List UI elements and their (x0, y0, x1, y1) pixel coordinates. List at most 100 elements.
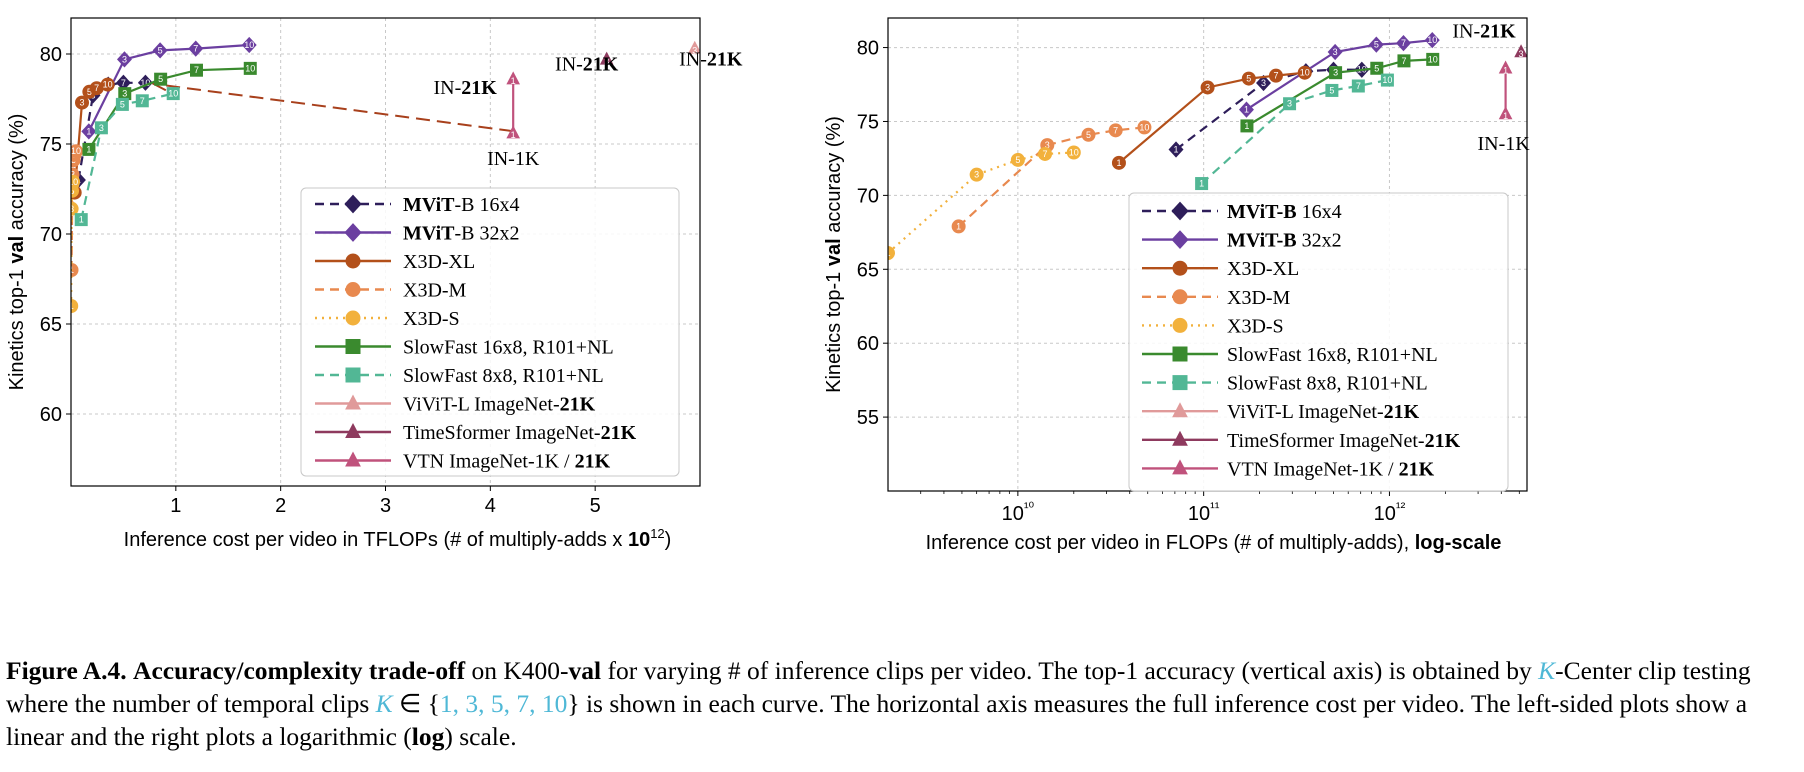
data-point (1514, 44, 1527, 58)
point-label: 3 (1045, 140, 1050, 150)
legend-entry: VTN ImageNet-1K / 21K (1142, 458, 1435, 480)
series-timesformer-imagenet-21k: 3 (1514, 44, 1527, 59)
point-label: 10 (68, 177, 78, 187)
data-point (1108, 123, 1123, 138)
annotation-suffix: 21K (583, 53, 619, 75)
point-label: 1 (1174, 145, 1179, 155)
data-point (94, 121, 108, 135)
caption-label: Figure A.4. (6, 656, 127, 685)
point-label: 10 (1139, 122, 1149, 132)
point-label: 10 (244, 40, 254, 50)
data-point (71, 263, 79, 277)
legend-label-part: MViT (403, 194, 455, 216)
point-label: 10 (1382, 75, 1392, 85)
legend-label-part: MViT (403, 223, 455, 245)
data-point (1241, 71, 1256, 86)
legend-entry: X3D-M (315, 280, 467, 302)
legend-label-part: 16x4 (1297, 201, 1342, 223)
point-label: 3 (1531, 40, 1536, 50)
legend-label-part: X3D-S (403, 308, 460, 330)
data-point (71, 201, 79, 216)
figure-caption: Figure A.4. Accuracy/complexity trade-of… (6, 654, 1798, 753)
point-label: 5 (1374, 40, 1379, 50)
legend-entry: SlowFast 16x8, R101+NL (1142, 344, 1438, 366)
y-axis-label-part: Kinetics top-1 (823, 266, 845, 393)
legend-label: TimeSformer ImageNet-21K (1227, 430, 1461, 452)
legend-label-part: 21K (575, 451, 611, 473)
legend-label-part: VTN ImageNet-1K / (403, 451, 575, 473)
point-label: 5 (1246, 74, 1251, 84)
x-axis-label: Inference cost per video in TFLOPs (# of… (124, 526, 672, 551)
point-label: 5 (1015, 155, 1020, 165)
point-label: 3 (1333, 47, 1338, 57)
point-label: 5 (120, 99, 125, 109)
legend-entry: MViT-B 32x2 (1142, 230, 1342, 252)
legend-marker (1172, 402, 1188, 418)
point-label: 10 (1428, 54, 1438, 64)
legend-label: ViViT-L ImageNet-21K (1227, 401, 1420, 423)
legend-label-part: -B 16x4 (454, 194, 519, 216)
x-tick-label: 3 (380, 495, 391, 517)
point-label: 10 (71, 146, 81, 156)
data-point (1111, 155, 1126, 170)
legend-marker (344, 194, 362, 214)
annotation-prefix: IN- (679, 49, 707, 71)
data-point (1397, 54, 1411, 68)
legend-entry: TimeSformer ImageNet-21K (1142, 430, 1461, 452)
point-label: 3 (79, 98, 84, 108)
point-label: 5 (87, 87, 92, 97)
point-label: 1 (79, 215, 84, 225)
legend-label: SlowFast 16x8, R101+NL (403, 337, 614, 359)
annotation-prefix: IN- (434, 77, 462, 99)
point-label: 3 (122, 54, 127, 64)
annotation-prefix: IN- (1452, 20, 1480, 42)
point-label: 5 (1086, 130, 1091, 140)
point-label: 1 (885, 248, 890, 258)
point-label: 1 (511, 76, 516, 86)
point-label: 7 (1356, 81, 1361, 91)
series-timesformer-imagenet-21k: 3 (599, 51, 614, 66)
point-label: 10 (245, 63, 255, 73)
legend-marker (345, 367, 361, 383)
legend-label-part: -B 32x2 (454, 223, 519, 245)
data-point (951, 219, 966, 234)
annotation-label: IN-21K (555, 53, 619, 75)
legend-box (300, 187, 680, 477)
data-point (599, 51, 614, 65)
data-point (100, 77, 115, 92)
legend-label-part: ViViT-L ImageNet- (1227, 401, 1384, 423)
legend-label: VTN ImageNet-1K / 21K (403, 451, 611, 473)
x-axis-label-part: ) (665, 529, 672, 551)
point-label: 5 (1374, 63, 1379, 73)
data-point (1424, 32, 1440, 49)
x-tick-exponent: ¹² (1396, 499, 1406, 515)
legend-marker (1172, 317, 1188, 333)
point-label: 3 (1333, 68, 1338, 78)
data-point (1081, 127, 1096, 142)
annotation-prefix: IN- (1477, 133, 1505, 155)
caption-k-symbol-2: K (375, 689, 393, 718)
data-point (1038, 146, 1053, 161)
legend-marker (345, 394, 361, 410)
legend-label-part: X3D-S (1227, 315, 1284, 337)
data-point (1010, 152, 1025, 167)
point-label: 3 (604, 56, 609, 66)
point-label: 1 (511, 130, 516, 140)
legend-entry: MViT-B 32x2 (315, 223, 519, 245)
data-point (154, 72, 168, 86)
legend-label: MViT-B 16x4 (403, 194, 519, 216)
y-tick-label: 80 (857, 38, 879, 60)
annotation-label: IN-1K (487, 148, 540, 170)
legend-entry: SlowFast 16x8, R101+NL (315, 337, 614, 359)
x-tick-base: 10 (1002, 503, 1024, 525)
point-label: 7 (121, 78, 126, 88)
caption-bold-val: val (568, 656, 602, 685)
legend-entry: X3D-M (1142, 287, 1291, 309)
legend-label: VTN ImageNet-1K / 21K (1227, 458, 1435, 480)
y-tick-label: 70 (40, 224, 62, 246)
